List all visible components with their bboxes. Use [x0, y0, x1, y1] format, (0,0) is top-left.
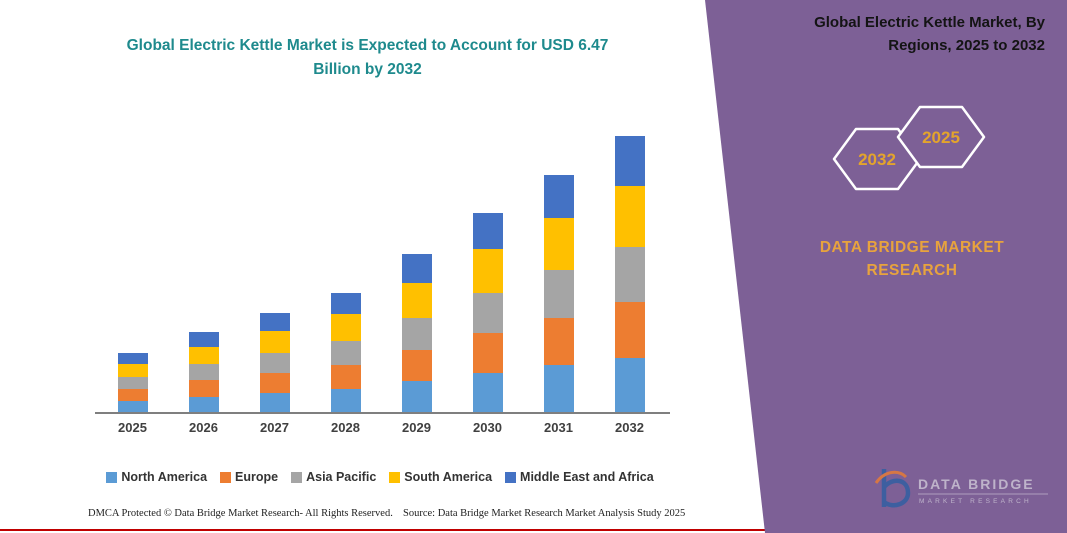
hex-year-2032: 2032 — [858, 150, 896, 169]
bar-segment — [614, 302, 645, 358]
source-text: Source: Data Bridge Market Research Mark… — [403, 508, 686, 519]
legend-item: Europe — [220, 470, 278, 484]
bar-segment — [543, 270, 574, 318]
legend-label: Asia Pacific — [306, 470, 377, 484]
bar-segment — [472, 249, 503, 294]
legend-swatch — [389, 471, 401, 483]
bar-segment — [330, 365, 361, 389]
bar-segment — [472, 293, 503, 334]
bar-segment — [117, 377, 148, 389]
bar-segment — [330, 292, 361, 315]
bar-segment — [614, 186, 645, 248]
plot-area — [97, 113, 665, 413]
legend-swatch — [220, 471, 232, 483]
bar-segment — [543, 175, 574, 218]
x-axis-tick-label: 2026 — [189, 420, 218, 435]
hexagon-2025: 2025 — [896, 105, 986, 169]
dmca-copyright-text: DMCA Protected © Data Bridge Market Rese… — [88, 508, 393, 519]
databridge-logo: DATA BRIDGE MARKET RESEARCH — [874, 469, 1048, 508]
legend-swatch — [505, 471, 517, 483]
bar-segment — [188, 380, 219, 397]
hexagon-2032: 2032 — [832, 127, 922, 191]
bar-segment — [117, 389, 148, 401]
x-axis-line — [95, 412, 670, 414]
x-axis-tick-label: 2031 — [544, 420, 573, 435]
bar-segment — [330, 341, 361, 365]
legend-label: North America — [121, 470, 208, 484]
bar-segment — [259, 330, 290, 353]
x-axis-tick-label: 2025 — [118, 420, 147, 435]
logo-text-line1: DATA BRIDGE — [918, 476, 1035, 492]
bar-segment — [472, 213, 503, 250]
x-axis-tick-label: 2029 — [402, 420, 431, 435]
bar-segment — [330, 389, 361, 413]
bar-segment — [259, 392, 290, 413]
right-panel: Global Electric Kettle Market, By Region… — [705, 0, 1067, 533]
legend-item: North America — [106, 470, 207, 484]
chart-legend: North America Europe Asia Pacific South Ame… — [75, 470, 685, 484]
legend-label: Middle East and Africa — [520, 470, 654, 484]
legend-swatch — [106, 471, 118, 483]
bar-segment — [117, 363, 148, 377]
bar-segment — [543, 218, 574, 271]
bar-segment — [117, 352, 148, 364]
bar-segment — [543, 365, 574, 413]
bar-segment — [401, 283, 432, 318]
bar-segment — [401, 349, 432, 382]
bar-segment — [188, 346, 219, 365]
bar-segment — [188, 364, 219, 381]
legend-label: Europe — [235, 470, 279, 484]
bar-segment — [472, 333, 503, 374]
bar-segment — [259, 352, 290, 373]
bar-segment — [543, 317, 574, 366]
bar-segment — [401, 254, 432, 284]
stacked-bar-chart — [95, 108, 670, 414]
bar-segment — [401, 317, 432, 350]
bar-segment — [117, 401, 148, 413]
bar-segment — [188, 396, 219, 413]
legend-swatch — [291, 471, 303, 483]
bar-segment — [472, 373, 503, 413]
legend-item: Middle East and Africa — [505, 470, 654, 484]
legend-item: South America — [389, 470, 492, 484]
legend-label: South America — [404, 470, 493, 484]
x-axis-labels: 2025 2026 2027 2028 2029 2030 2031 2032 — [97, 420, 665, 440]
legend-item: Asia Pacific — [291, 470, 376, 484]
bar-segment — [259, 312, 290, 331]
logo-text-line2: MARKET RESEARCH — [919, 498, 1032, 505]
panel-title: Global Electric Kettle Market, By Region… — [814, 14, 1045, 54]
x-axis-tick-label: 2027 — [260, 420, 289, 435]
brand-wordmark: DATA BRIDGE MARKET RESEARCH — [819, 239, 1005, 280]
bar-segment — [330, 314, 361, 341]
year-hexagons: 2032 2025 — [832, 105, 986, 191]
bar-segment — [614, 135, 645, 187]
chart-title: Global Electric Kettle Market is Expecte… — [126, 37, 609, 79]
bar-segment — [401, 381, 432, 413]
bar-segment — [188, 332, 219, 347]
hex-year-2025: 2025 — [922, 128, 960, 147]
bar-segment — [259, 372, 290, 393]
x-axis-tick-label: 2032 — [615, 420, 644, 435]
x-axis-tick-label: 2030 — [473, 420, 502, 435]
x-axis-tick-label: 2028 — [331, 420, 360, 435]
databridge-logo-glyph — [874, 469, 911, 508]
bar-segment — [614, 247, 645, 303]
bottom-rule — [0, 529, 1067, 531]
bar-segment — [614, 357, 645, 413]
